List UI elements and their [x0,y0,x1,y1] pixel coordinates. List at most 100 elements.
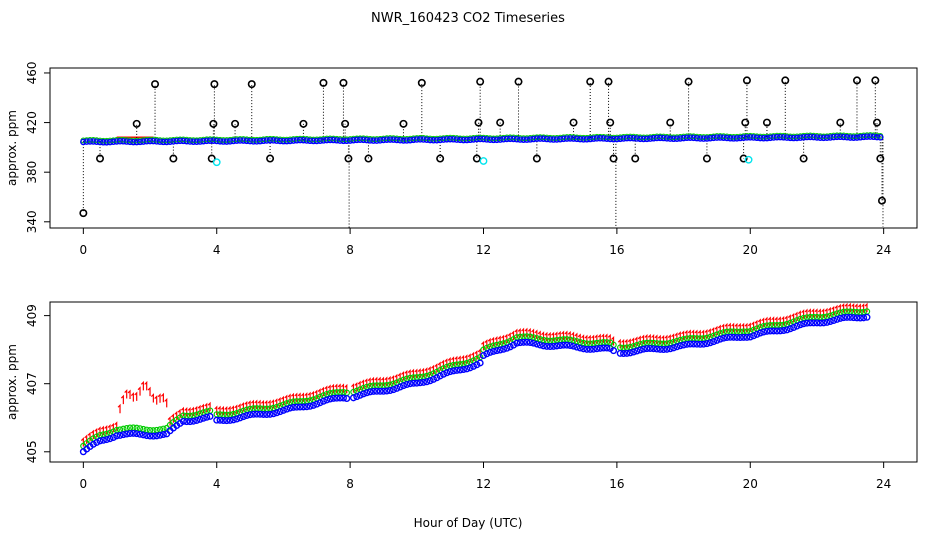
bottom-blue-point [189,417,197,425]
top-xtick-label: 0 [80,243,88,257]
bottom-blue-point [196,415,204,423]
top-baseline-blue-point [490,136,497,144]
top-spike-point [872,118,881,127]
top-baseline-blue-point [150,137,157,145]
bottom-red-point [150,393,154,403]
bottom-xtick-label: 4 [213,477,221,491]
bottom-blue-point [136,430,144,438]
bottom-blue-point [119,431,127,439]
bottom-blue-point [146,432,154,440]
bottom-blue-point [850,314,858,322]
bottom-blue-point [633,347,641,355]
top-spike-point [799,154,808,163]
bottom-blue-point [363,389,371,397]
top-baseline-blue-point [670,135,677,143]
bottom-red-point [84,434,88,444]
top-baseline-blue-point [806,133,814,141]
top-baseline-blue-point [206,137,214,144]
bottom-blue-point [106,435,114,443]
top-ytick-label: 380 [25,161,39,184]
bottom-red-point [127,389,131,399]
bottom-red-point [351,383,355,393]
top-baseline-blue-point [343,137,351,145]
top-spike-point [739,154,748,163]
top-baseline-blue-point [693,134,701,142]
top-baseline-blue-point [263,137,271,144]
top-baseline-blue-point [877,134,884,141]
bottom-blue-point [696,340,704,348]
bottom-red-point [117,403,121,414]
bottom-blue-point [99,436,107,444]
top-baseline-blue-point [860,133,867,141]
bottom-blue-point [123,430,131,438]
top-spike-point [399,119,408,128]
bottom-blue-point [376,387,384,395]
bottom-blue-point [316,399,324,407]
top-baseline-blue-point [513,135,521,143]
bottom-blue-point [660,346,668,354]
bottom-blue-point [520,338,528,346]
bottom-blue-point [309,401,317,409]
top-cyan-point [479,157,488,165]
bottom-blue-point [153,432,161,440]
bottom-blue-point [139,431,147,439]
top-baseline-blue-point [113,138,120,145]
top-baseline-blue-point [273,137,281,144]
top-baseline-blue-point [353,136,361,144]
top-spike-point [532,154,541,163]
bottom-red-point [160,392,164,403]
top-xtick-label: 24 [876,243,891,257]
bottom-blue-point [236,414,244,422]
bottom-blue-point [823,318,831,326]
bottom-blue-point [296,403,304,411]
top-baseline-blue-point [396,136,404,144]
top-spike-point [472,154,481,163]
bottom-blue-point [249,410,257,418]
bottom-blue-point [546,343,554,351]
top-spike-point [341,119,350,128]
top-baseline-blue-point [223,138,231,145]
bottom-blue-point [143,432,151,440]
bottom-blue-point [229,416,237,424]
top-spike-point [364,154,373,163]
bottom-xtick-label: 20 [743,477,758,491]
bottom-blue-point [273,409,281,417]
top-baseline-blue-point [723,134,731,142]
top-baseline-blue-point [130,138,137,146]
top-baseline-blue-point [186,138,194,145]
top-baseline-blue-point [320,137,327,144]
bottom-blue-point [753,330,761,338]
top-spike-point [781,76,790,85]
bottom-blue-point [503,344,511,352]
top-baseline-blue-point [370,137,377,144]
top-baseline-blue-point [743,134,751,141]
top-baseline-blue-point [583,135,591,143]
top-baseline-blue-point [700,135,707,142]
top-baseline-blue-point [533,135,541,143]
bottom-blue-point [766,327,774,335]
bottom-blue-point [790,323,798,331]
top-baseline-blue-point [740,134,747,141]
top-baseline-blue-point [403,137,411,144]
bottom-blue-point [393,384,401,392]
top-baseline-blue-point [843,133,851,141]
top-baseline-blue-point [123,138,130,145]
top-ytick-label: 420 [25,111,39,134]
top-baseline-blue-point [143,137,151,145]
bottom-blue-point [586,345,594,353]
top-ytick-label: 340 [25,210,39,233]
bottom-blue-point [803,319,811,327]
bottom-blue-point [253,410,261,418]
bottom-blue-point [583,345,591,353]
bottom-blue-point [246,411,254,419]
top-cyan-point [744,155,753,164]
bottom-blue-point [603,344,611,352]
top-axes: 0 4 8 12 16 20 24 340 380 420 460 [25,62,891,257]
top-baseline-blue-point [210,137,217,145]
top-spike-point [876,154,885,163]
top-spike-point [339,78,348,87]
top-spike-point [474,118,483,127]
bottom-blue-point [513,339,521,347]
top-spike-point [702,154,711,163]
top-ylabel: approx. ppm [5,110,19,186]
